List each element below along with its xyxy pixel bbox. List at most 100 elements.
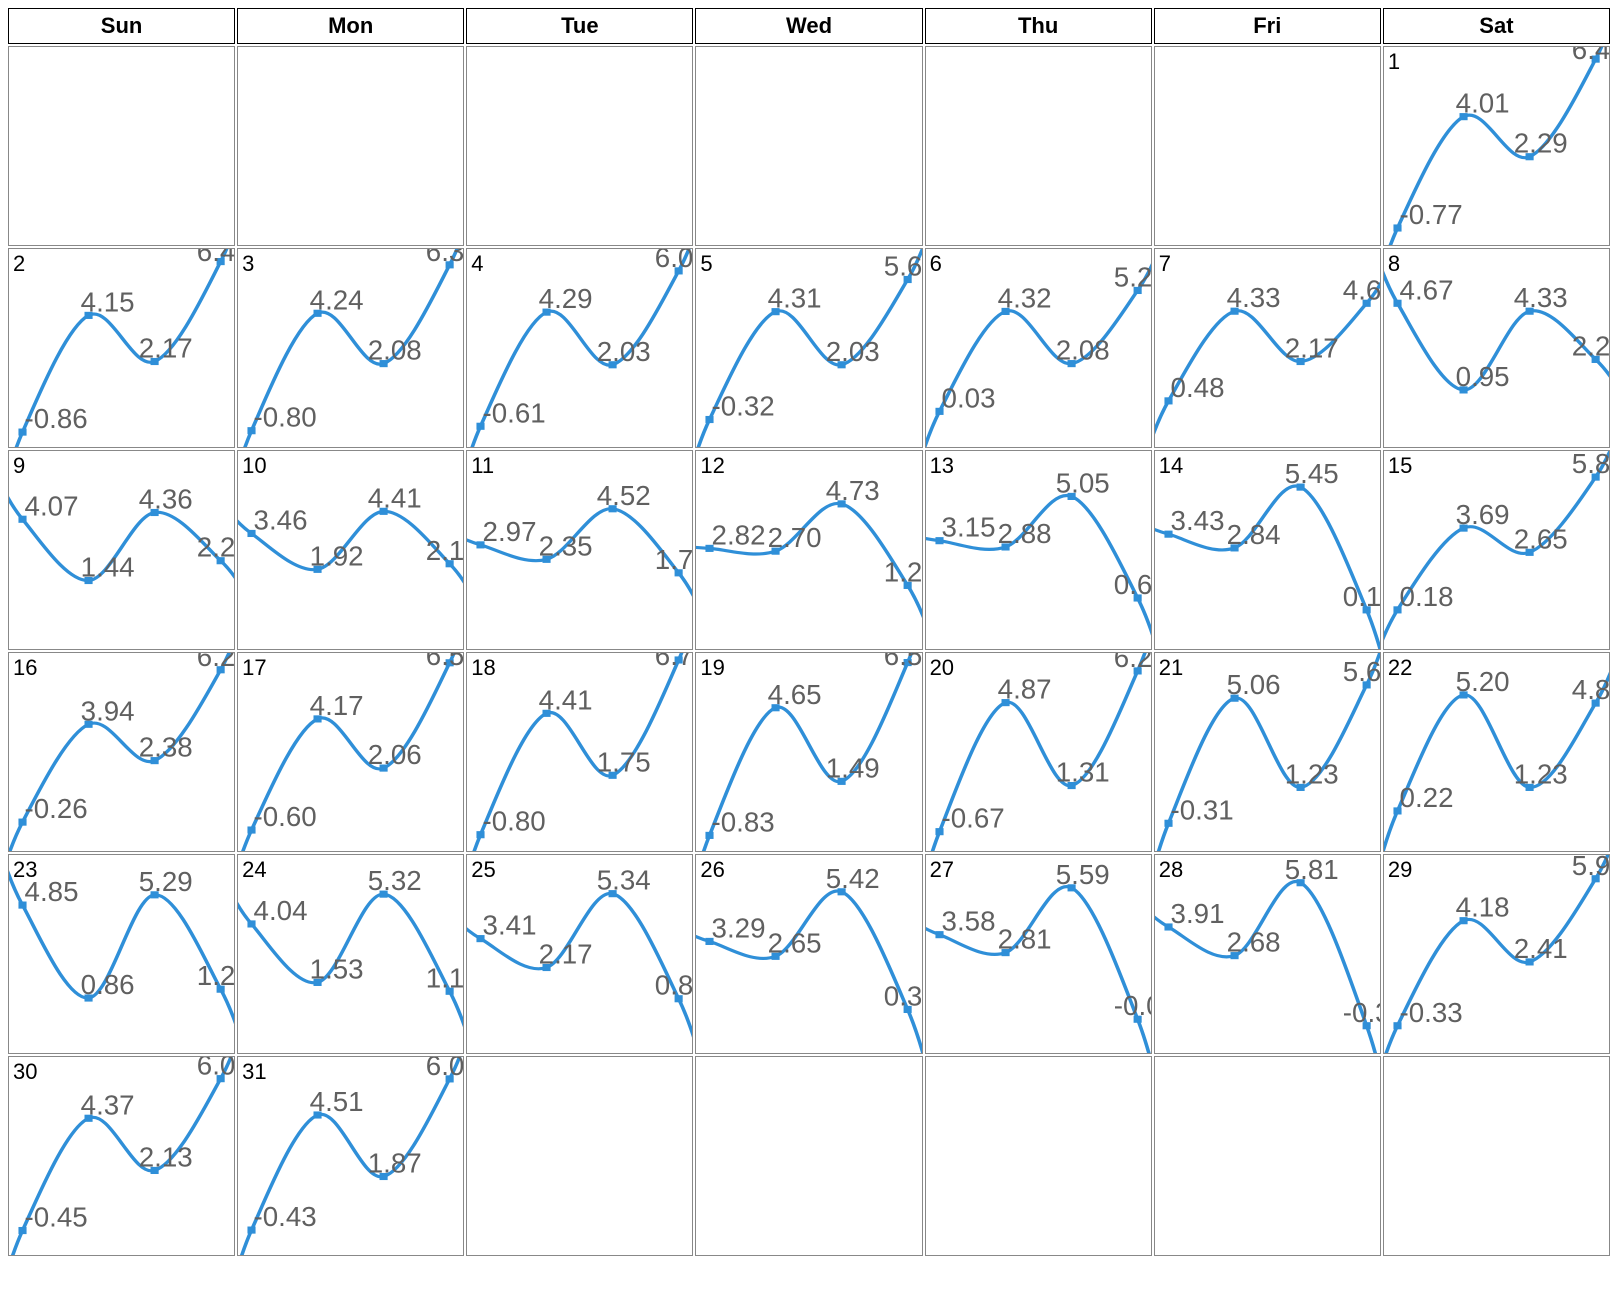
- day-number: 19: [700, 655, 724, 681]
- data-marker: [706, 938, 714, 945]
- data-marker: [675, 569, 683, 576]
- tide-curve: [467, 249, 692, 447]
- tide-curve: [1384, 653, 1609, 851]
- tide-curve: [238, 653, 463, 851]
- data-marker: [314, 715, 322, 722]
- day-cell: 11 2.972.354.521.77: [466, 450, 693, 650]
- data-marker: [706, 416, 714, 423]
- day-number: 21: [1159, 655, 1183, 681]
- data-marker: [248, 427, 256, 434]
- data-marker: [477, 831, 485, 838]
- data-marker: [248, 826, 256, 833]
- tide-curve: [9, 855, 234, 1053]
- data-marker: [1001, 699, 1009, 706]
- day-number: 7: [1159, 251, 1171, 277]
- data-marker: [18, 516, 26, 523]
- data-marker: [935, 828, 943, 835]
- data-marker: [675, 267, 683, 274]
- tide-mini-chart: [467, 653, 692, 851]
- day-number: 27: [930, 857, 954, 883]
- tide-curve: [696, 249, 921, 447]
- tide-curve: [467, 653, 692, 851]
- data-marker: [1393, 606, 1401, 613]
- tide-curve: [926, 495, 1151, 649]
- data-marker: [446, 988, 454, 995]
- tide-mini-chart: [9, 1057, 234, 1255]
- day-cell: 27 3.582.815.59-0.05: [925, 854, 1152, 1054]
- data-marker: [1067, 782, 1075, 789]
- data-marker: [1362, 300, 1370, 307]
- data-marker: [380, 765, 388, 772]
- weekday-header: Tue: [466, 8, 693, 44]
- day-cell: 14 3.432.845.450.18: [1154, 450, 1381, 650]
- data-marker: [446, 1075, 454, 1082]
- data-marker: [1362, 606, 1370, 613]
- empty-day-cell: [695, 46, 922, 246]
- day-cell: 6 0.034.322.085.22: [925, 248, 1152, 448]
- data-marker: [248, 1227, 256, 1234]
- data-marker: [1591, 474, 1599, 481]
- data-marker: [217, 258, 225, 265]
- day-cell: 9 4.071.444.362.29: [8, 450, 235, 650]
- data-marker: [248, 530, 256, 537]
- data-marker: [1001, 308, 1009, 315]
- data-marker: [84, 577, 92, 584]
- data-marker: [772, 548, 780, 555]
- day-cell: 20 -0.674.871.316.23: [925, 652, 1152, 852]
- tide-mini-chart: [926, 451, 1151, 649]
- empty-day-cell: [466, 46, 693, 246]
- data-marker: [609, 505, 617, 512]
- data-marker: [1591, 875, 1599, 882]
- tide-mini-chart: [1384, 855, 1609, 1053]
- data-marker: [543, 710, 551, 717]
- tide-curve: [1155, 882, 1380, 1053]
- day-number: 12: [700, 453, 724, 479]
- data-marker: [446, 560, 454, 567]
- tide-mini-chart: [238, 249, 463, 447]
- tide-curve: [9, 464, 234, 604]
- data-marker: [1164, 397, 1172, 404]
- weekday-header: Sat: [1383, 8, 1610, 44]
- day-number: 22: [1388, 655, 1412, 681]
- data-marker: [18, 429, 26, 436]
- tide-mini-chart: [696, 451, 921, 649]
- day-cell: 26 3.292.655.420.37: [695, 854, 922, 1054]
- data-marker: [543, 309, 551, 316]
- data-marker: [935, 931, 943, 938]
- data-marker: [1591, 56, 1599, 63]
- data-marker: [1001, 543, 1009, 550]
- data-marker: [217, 1075, 225, 1082]
- tide-mini-chart: [238, 855, 463, 1053]
- data-marker: [1296, 784, 1304, 791]
- data-marker: [151, 891, 159, 898]
- tide-mini-chart: [696, 249, 921, 447]
- day-number: 23: [13, 857, 37, 883]
- data-marker: [18, 819, 26, 826]
- data-marker: [935, 537, 943, 544]
- tide-mini-chart: [1384, 653, 1609, 851]
- day-cell: 10 3.461.924.412.16: [237, 450, 464, 650]
- empty-day-cell: [1383, 1056, 1610, 1256]
- tide-curve: [1384, 451, 1609, 649]
- day-number: 11: [471, 453, 494, 479]
- day-number: 6: [930, 251, 942, 277]
- day-cell: 25 3.412.175.340.83: [466, 854, 693, 1054]
- data-marker: [18, 1227, 26, 1234]
- data-marker: [151, 1167, 159, 1174]
- day-number: 1: [1388, 49, 1400, 75]
- empty-day-cell: [1154, 1056, 1381, 1256]
- tide-curve: [926, 653, 1151, 851]
- data-marker: [1459, 691, 1467, 698]
- tide-curve: [467, 893, 692, 1053]
- day-number: 31: [242, 1059, 266, 1085]
- data-marker: [1393, 807, 1401, 814]
- tide-mini-chart: [467, 451, 692, 649]
- data-marker: [1296, 879, 1304, 886]
- data-marker: [1164, 923, 1172, 930]
- data-marker: [1393, 1022, 1401, 1029]
- data-marker: [314, 979, 322, 986]
- day-number: 24: [242, 857, 266, 883]
- empty-day-cell: [237, 46, 464, 246]
- day-cell: 23 4.850.865.291.24: [8, 854, 235, 1054]
- day-number: 14: [1159, 453, 1183, 479]
